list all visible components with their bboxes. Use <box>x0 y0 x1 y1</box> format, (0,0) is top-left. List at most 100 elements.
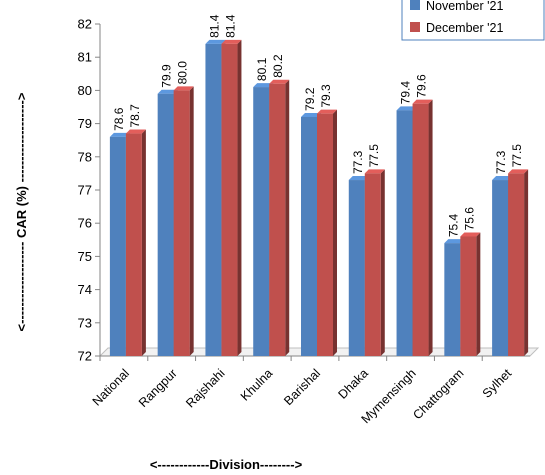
bar-front <box>157 93 174 356</box>
bar-front <box>253 87 270 356</box>
legend-label-november: November '21 <box>426 0 503 13</box>
bar-side <box>380 169 385 356</box>
legend-box <box>401 0 545 41</box>
bar-top <box>109 132 130 137</box>
y-tick-label: 79 <box>78 116 92 131</box>
bar-top <box>173 86 194 91</box>
bar-side <box>141 129 146 356</box>
bar-december-national <box>125 129 146 356</box>
bar-top <box>301 112 321 117</box>
x-category-label: Dhaka <box>335 366 370 401</box>
data-label: 79.6 <box>415 74 429 98</box>
bar-top <box>396 106 417 111</box>
data-label: 81.4 <box>223 14 237 38</box>
y-tick-label: 82 <box>78 17 92 32</box>
bar-top <box>460 232 481 237</box>
x-category-label: Rajshahi <box>183 366 227 410</box>
x-category-label: National <box>90 366 132 408</box>
bar-side <box>524 169 529 356</box>
bars-layer <box>109 39 529 357</box>
bar-front <box>508 173 525 356</box>
data-label: 80.2 <box>271 54 285 78</box>
legend: November '21 December '21 <box>401 0 545 41</box>
y-tick-label: 75 <box>78 249 92 264</box>
data-label: 77.5 <box>510 144 524 168</box>
data-label: 75.6 <box>462 207 476 231</box>
legend-label-december: December '21 <box>426 21 503 35</box>
data-label: 79.2 <box>303 87 317 111</box>
y-tick-label: 76 <box>78 216 92 231</box>
data-label: 80.0 <box>176 61 190 85</box>
bar-front <box>444 243 461 356</box>
bar-top <box>317 109 337 114</box>
bar-side <box>189 86 194 357</box>
bar-top <box>364 169 385 174</box>
bar-side <box>476 232 481 356</box>
bar-front <box>301 116 317 357</box>
data-label: 81.4 <box>207 14 221 38</box>
bar-side <box>428 99 433 357</box>
data-label: 77.3 <box>494 150 508 174</box>
bar-top <box>269 79 290 84</box>
legend-swatch-november <box>410 0 420 10</box>
data-label: 79.4 <box>399 81 413 105</box>
bar-front <box>205 43 222 357</box>
bar-december-rangpur <box>173 86 194 357</box>
y-tick-label: 74 <box>78 282 92 297</box>
y-tick-label: 80 <box>78 83 92 98</box>
bar-december-mymensingh <box>412 99 433 357</box>
bar-top <box>492 176 513 181</box>
x-category-label: Chattogram <box>410 366 466 422</box>
data-label: 77.5 <box>367 144 381 168</box>
bar-front <box>125 133 142 356</box>
bar-december-chattogram <box>460 232 481 356</box>
bar-front <box>173 90 190 357</box>
bar-front <box>221 43 238 357</box>
data-label: 78.6 <box>112 107 126 131</box>
data-label: 75.4 <box>446 213 460 237</box>
bar-top <box>205 39 226 44</box>
bar-front <box>364 173 381 356</box>
bar-front <box>348 180 365 356</box>
bar-side <box>237 39 242 357</box>
bar-top <box>125 129 146 134</box>
bar-top <box>253 83 274 88</box>
bar-front <box>460 236 477 356</box>
x-category-label: Khulna <box>238 366 275 403</box>
bar-december-sylhet <box>508 169 529 356</box>
bar-front <box>492 180 509 356</box>
bar-top <box>221 39 242 44</box>
data-label: 78.7 <box>128 104 142 128</box>
bar-december-dhaka <box>364 169 385 356</box>
x-category-label: Sylhet <box>480 366 515 401</box>
x-category-label: Rangpur <box>136 366 180 410</box>
bar-december-barishal <box>317 109 337 356</box>
y-tick-label: 73 <box>78 315 92 330</box>
y-tick-label: 77 <box>78 183 92 198</box>
bar-top <box>508 169 529 174</box>
y-axis-title: <------------------- CAR (%) -----------… <box>14 92 29 331</box>
data-label: 77.3 <box>351 150 365 174</box>
bar-side <box>333 109 337 356</box>
data-label: 80.1 <box>255 57 269 81</box>
data-label: 79.3 <box>319 84 333 108</box>
bar-top <box>412 99 433 104</box>
bar-front <box>317 113 333 356</box>
bar-top <box>348 176 369 181</box>
data-label: 79.9 <box>160 64 174 88</box>
bar-side <box>285 79 290 356</box>
bar-front <box>396 110 413 356</box>
y-tick-label: 72 <box>78 349 92 364</box>
x-category-label: Barishal <box>281 366 323 408</box>
bar-front <box>109 136 126 356</box>
bar-top <box>157 89 178 94</box>
legend-swatch-december <box>410 22 420 32</box>
bar-front <box>412 103 429 357</box>
bar-december-rajshahi <box>221 39 242 357</box>
bar-front <box>269 83 286 356</box>
x-axis-title: <------------Division--------> <box>150 457 303 472</box>
y-tick-label: 78 <box>78 149 92 164</box>
bar-top <box>444 239 465 244</box>
y-tick-label: 81 <box>78 50 92 65</box>
